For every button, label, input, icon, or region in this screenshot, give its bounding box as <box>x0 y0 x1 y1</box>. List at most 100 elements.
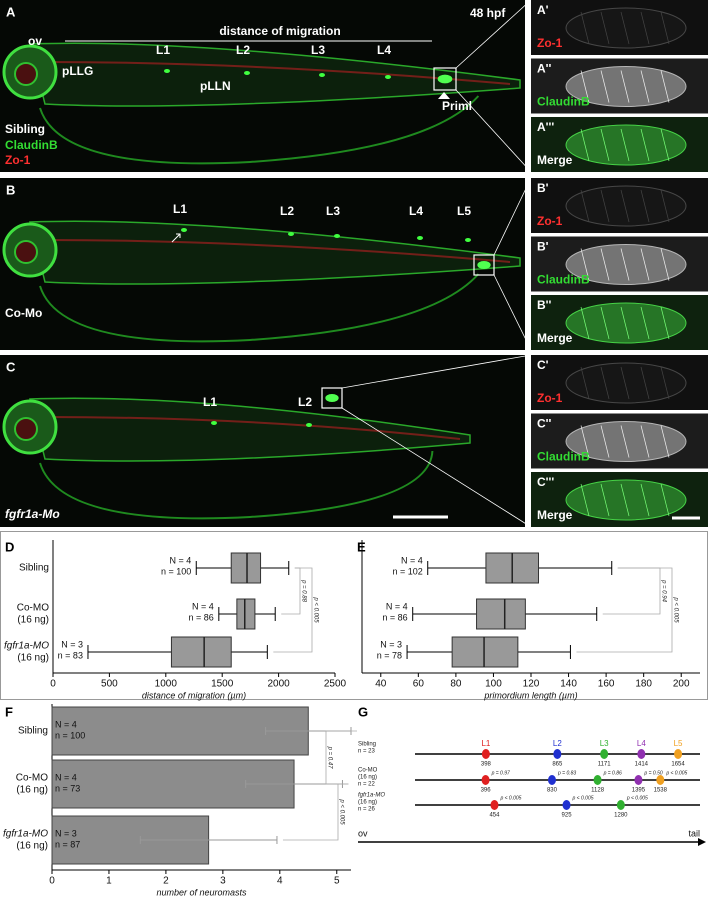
lateral-line <box>44 416 461 440</box>
x-tick-label: 2000 <box>267 679 290 690</box>
x-tick-label: 5 <box>334 876 340 887</box>
category-label: (16 ng) <box>16 785 48 796</box>
inset-label: ClaudinB <box>537 450 590 464</box>
neuromast-dot <box>481 749 490 759</box>
x-tick-label: 2 <box>163 876 169 887</box>
sample-size: n = 87 <box>55 839 80 849</box>
inset-label: Merge <box>537 508 573 522</box>
neuromast-label: L1 <box>481 739 490 748</box>
sample-size: N = 4 <box>55 772 77 782</box>
inset-cells <box>565 7 687 49</box>
p-value: p < 0.005 <box>665 770 687 776</box>
row-label: (16 ng) <box>358 775 377 781</box>
neuromast-dot <box>634 775 643 785</box>
sample-size: N = 4 <box>55 719 77 729</box>
neuromast-dot <box>616 800 625 810</box>
inset-label: Zo-1 <box>537 36 563 50</box>
sample-size: n = 86 <box>189 612 214 622</box>
cell-outline <box>580 425 590 458</box>
arrow <box>171 233 181 243</box>
cell-outline <box>620 189 630 223</box>
cell-outline <box>660 425 670 458</box>
row-n: n = 26 <box>358 807 376 813</box>
category-label: Co-MO <box>17 603 49 614</box>
panel-letter: G <box>358 704 368 719</box>
sample-size: N = 4 <box>386 601 408 611</box>
x-tick-label: 2500 <box>324 679 347 690</box>
neuromast-dot <box>637 749 646 759</box>
cell-outline <box>580 483 590 517</box>
sample-size: N = 4 <box>169 555 191 565</box>
primordium-arrow <box>438 92 450 99</box>
p-value: p = 0.88 <box>300 579 306 603</box>
neuromast-position: 1171 <box>598 762 612 768</box>
condition-label: fgfr1a-Mo <box>5 507 60 521</box>
p-value: p < 0.005 <box>312 596 318 623</box>
neuromast-label: L1 <box>156 43 170 57</box>
x-tick-label: 140 <box>560 679 577 690</box>
x-tick-label: 1000 <box>155 679 178 690</box>
neuromast <box>244 71 250 75</box>
stain-label: ClaudinB <box>5 138 58 152</box>
neuromast-position: 1128 <box>591 788 605 794</box>
neuromast-label: L4 <box>409 204 423 218</box>
fish-body <box>29 397 471 462</box>
inset-cells <box>565 66 687 107</box>
x-tick-label: 60 <box>413 679 425 690</box>
cell-outline <box>620 483 630 517</box>
primordium-box <box>473 254 495 276</box>
sample-size: n = 78 <box>377 650 402 660</box>
x-tick-label: 1 <box>106 876 112 887</box>
p-value: p < 0.005 <box>626 795 648 801</box>
fish-eye <box>14 417 38 441</box>
cell-outline <box>660 306 670 340</box>
panel-letter: C <box>6 359 16 374</box>
x-axis-title: number of neuromasts <box>156 887 247 897</box>
neuromast-dot <box>481 775 490 785</box>
x-tick-label: 0 <box>49 876 55 887</box>
neuromast <box>334 234 340 238</box>
cell-outline <box>620 128 630 162</box>
cell-outline <box>600 248 610 281</box>
panel-letter: D <box>5 539 14 554</box>
fish-eye <box>14 240 38 264</box>
x-tick-label: 500 <box>101 679 118 690</box>
neuromast-position: 454 <box>489 813 500 819</box>
cell-outline <box>640 128 650 162</box>
cell-outline <box>620 306 630 340</box>
neuromast <box>288 232 294 236</box>
inset-label: Zo-1 <box>537 391 563 405</box>
p-value: p < 0.005 <box>338 798 344 825</box>
p-value: p = 0.97 <box>491 770 510 776</box>
significance-bracket <box>325 730 357 785</box>
zoom-line <box>493 177 532 256</box>
row-label: Co-MO <box>358 768 378 774</box>
neuromast-label: L2 <box>298 395 312 409</box>
neuromast <box>211 421 217 425</box>
sample-size: N = 4 <box>192 601 214 611</box>
cell-outline <box>640 483 650 517</box>
axis-start: ov <box>358 828 368 838</box>
cell-outline <box>660 248 670 281</box>
cell-outline <box>580 11 590 45</box>
inset-label: Merge <box>537 153 573 167</box>
cell-outline <box>640 425 650 458</box>
category-label: Co-MO <box>16 773 48 784</box>
neuromast-label: L2 <box>553 739 562 748</box>
neuromast <box>306 423 312 427</box>
cell-outline <box>580 366 590 400</box>
box <box>170 636 232 668</box>
primordium <box>437 74 453 84</box>
panel-letter: B <box>6 182 15 197</box>
row-label: fgfr1a-MO <box>358 793 385 799</box>
inset-letter: A' <box>537 3 549 17</box>
cell-outline <box>580 128 590 162</box>
neuromast-dot <box>674 749 683 759</box>
sample-size: N = 3 <box>55 828 77 838</box>
primordium <box>325 394 339 402</box>
cell-outline <box>580 189 590 223</box>
neuromast-position: 398 <box>481 762 492 768</box>
neuromast <box>181 228 187 232</box>
cell-outline <box>640 70 650 103</box>
sample-size: n = 83 <box>58 650 83 660</box>
